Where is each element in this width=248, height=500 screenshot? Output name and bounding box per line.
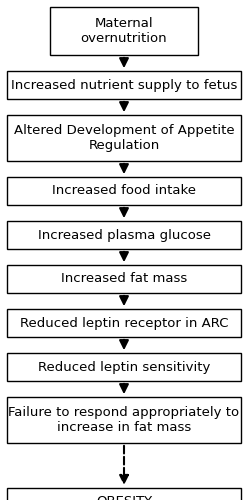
Bar xyxy=(50,7,198,55)
Bar xyxy=(7,488,241,500)
Bar xyxy=(7,353,241,381)
Text: Altered Development of Appetite
Regulation: Altered Development of Appetite Regulati… xyxy=(14,124,234,152)
Text: OBESITY: OBESITY xyxy=(96,496,152,500)
Text: Failure to respond appropriately to
increase in fat mass: Failure to respond appropriately to incr… xyxy=(8,406,240,434)
Bar xyxy=(7,309,241,337)
Text: Increased nutrient supply to fetus: Increased nutrient supply to fetus xyxy=(11,78,237,92)
Text: Reduced leptin sensitivity: Reduced leptin sensitivity xyxy=(38,360,210,374)
Bar xyxy=(7,115,241,161)
Bar xyxy=(7,71,241,99)
Text: Increased fat mass: Increased fat mass xyxy=(61,272,187,285)
Bar xyxy=(7,221,241,249)
Text: Increased plasma glucose: Increased plasma glucose xyxy=(37,228,211,241)
Bar xyxy=(7,265,241,293)
Text: Reduced leptin receptor in ARC: Reduced leptin receptor in ARC xyxy=(20,316,228,330)
Bar xyxy=(7,177,241,205)
Bar xyxy=(7,397,241,443)
Text: Increased food intake: Increased food intake xyxy=(52,184,196,198)
Text: Maternal
overnutrition: Maternal overnutrition xyxy=(81,17,167,45)
